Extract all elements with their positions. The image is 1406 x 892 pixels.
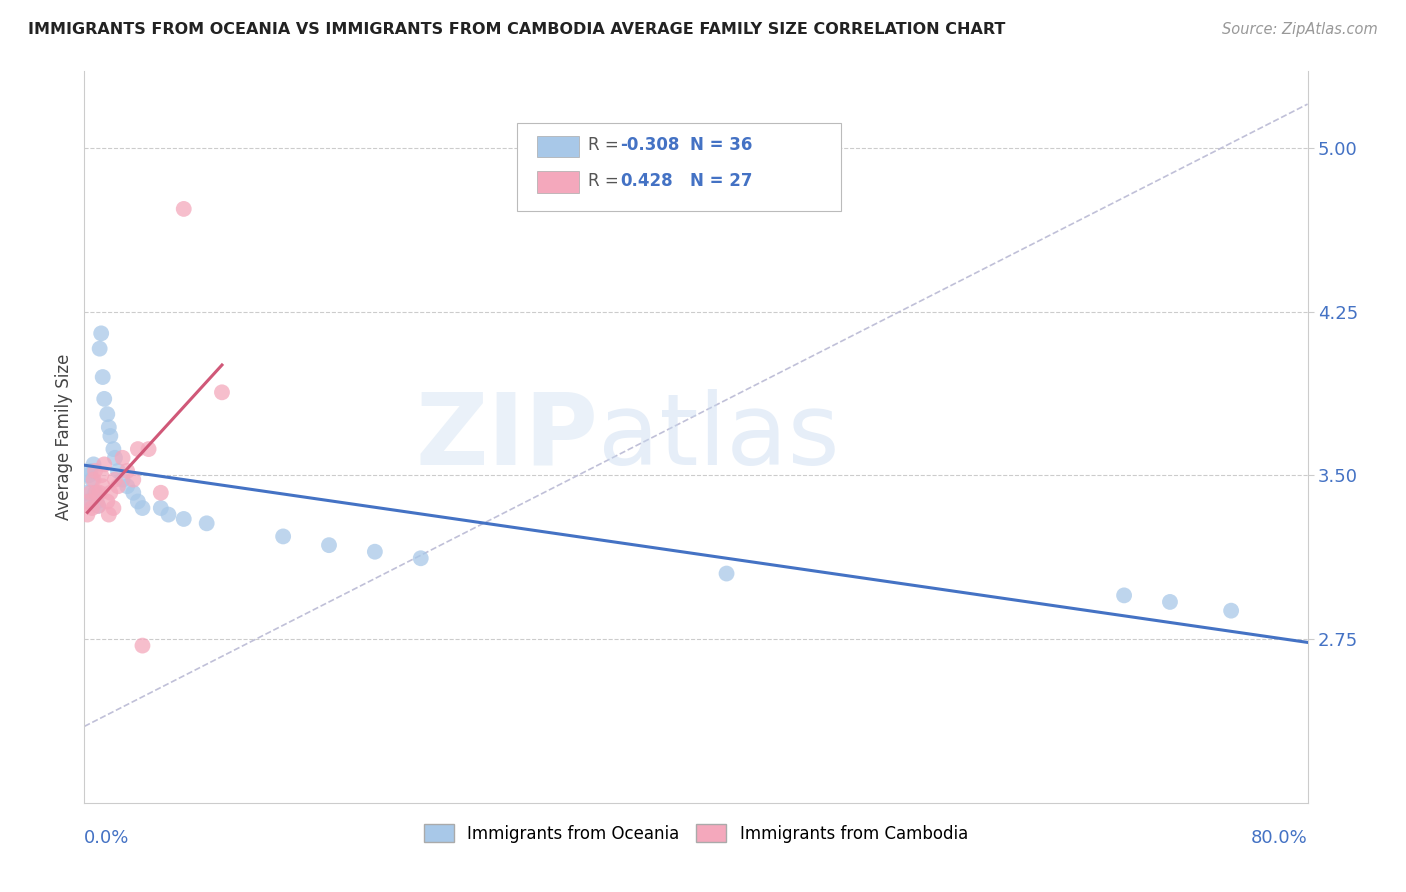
Point bbox=[1114, 588, 1136, 602]
Text: atlas: atlas bbox=[598, 389, 839, 485]
Point bbox=[89, 342, 111, 356]
Point bbox=[97, 420, 120, 434]
Point bbox=[107, 464, 129, 478]
Text: IMMIGRANTS FROM OCEANIA VS IMMIGRANTS FROM CAMBODIA AVERAGE FAMILY SIZE CORRELAT: IMMIGRANTS FROM OCEANIA VS IMMIGRANTS FR… bbox=[28, 22, 1005, 37]
Point bbox=[80, 501, 103, 516]
Point bbox=[211, 385, 233, 400]
Point bbox=[84, 485, 107, 500]
Point bbox=[76, 508, 98, 522]
Point bbox=[79, 464, 101, 478]
Point bbox=[97, 508, 120, 522]
Point bbox=[93, 392, 115, 406]
Point bbox=[79, 485, 101, 500]
Text: R =: R = bbox=[588, 172, 628, 190]
Text: 0.0%: 0.0% bbox=[84, 829, 129, 847]
Text: -0.308: -0.308 bbox=[620, 136, 679, 154]
Point bbox=[131, 639, 153, 653]
Point bbox=[84, 464, 107, 478]
Point bbox=[91, 479, 114, 493]
Text: ZIP: ZIP bbox=[415, 389, 598, 485]
Y-axis label: Average Family Size: Average Family Size bbox=[55, 354, 73, 520]
Point bbox=[96, 407, 118, 421]
Point bbox=[87, 499, 110, 513]
Point bbox=[104, 450, 127, 465]
Point bbox=[98, 485, 121, 500]
Point bbox=[77, 468, 100, 483]
Point bbox=[115, 479, 138, 493]
Point bbox=[98, 429, 121, 443]
Point bbox=[318, 538, 340, 552]
Text: N = 36: N = 36 bbox=[690, 136, 752, 154]
Text: N = 27: N = 27 bbox=[690, 172, 752, 190]
Point bbox=[149, 485, 172, 500]
Point bbox=[91, 370, 114, 384]
Point bbox=[138, 442, 160, 456]
Point bbox=[271, 529, 294, 543]
Point bbox=[115, 464, 138, 478]
Point bbox=[127, 494, 149, 508]
Point bbox=[75, 485, 97, 500]
Point bbox=[1159, 595, 1181, 609]
Point bbox=[80, 473, 103, 487]
Point bbox=[149, 501, 172, 516]
Text: 80.0%: 80.0% bbox=[1251, 829, 1308, 847]
Point bbox=[409, 551, 432, 566]
Point bbox=[111, 450, 134, 465]
Text: Source: ZipAtlas.com: Source: ZipAtlas.com bbox=[1222, 22, 1378, 37]
Point bbox=[122, 473, 145, 487]
Text: R =: R = bbox=[588, 136, 624, 154]
Point bbox=[157, 508, 180, 522]
Point bbox=[131, 501, 153, 516]
Point bbox=[107, 479, 129, 493]
Point bbox=[173, 202, 195, 216]
Point bbox=[86, 494, 108, 508]
Point bbox=[96, 494, 118, 508]
Text: 0.428: 0.428 bbox=[620, 172, 672, 190]
Point bbox=[103, 442, 125, 456]
Point bbox=[83, 458, 105, 472]
Point bbox=[716, 566, 738, 581]
Point bbox=[83, 473, 105, 487]
Point bbox=[90, 326, 112, 341]
Point bbox=[86, 485, 108, 500]
Point bbox=[173, 512, 195, 526]
Point bbox=[77, 494, 100, 508]
Point bbox=[90, 468, 112, 483]
Point bbox=[195, 516, 218, 531]
Point bbox=[122, 485, 145, 500]
Point bbox=[104, 473, 127, 487]
Point bbox=[111, 473, 134, 487]
Legend: Immigrants from Oceania, Immigrants from Cambodia: Immigrants from Oceania, Immigrants from… bbox=[418, 818, 974, 849]
Point bbox=[76, 494, 98, 508]
Point bbox=[89, 485, 111, 500]
Point bbox=[103, 501, 125, 516]
Point bbox=[1220, 604, 1243, 618]
Point bbox=[93, 458, 115, 472]
Point bbox=[87, 499, 110, 513]
Point bbox=[127, 442, 149, 456]
Point bbox=[364, 545, 387, 559]
